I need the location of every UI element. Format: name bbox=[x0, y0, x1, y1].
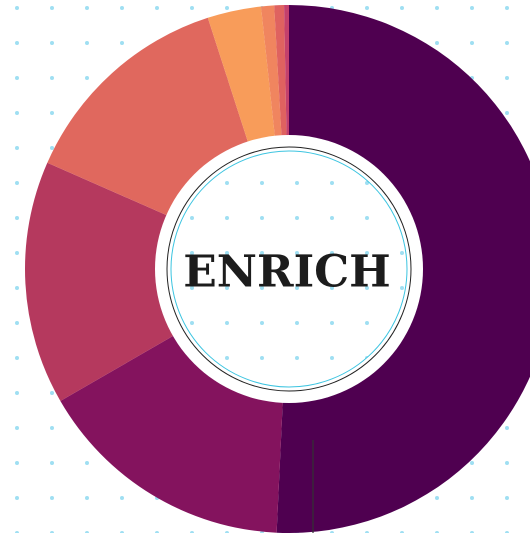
slice bbox=[260, 5, 282, 138]
slice bbox=[207, 6, 275, 144]
slice bbox=[47, 17, 249, 216]
slice bbox=[274, 5, 287, 138]
slices bbox=[24, 5, 530, 533]
center-ring bbox=[166, 146, 412, 392]
slice bbox=[284, 5, 289, 138]
slice bbox=[24, 162, 175, 401]
center-dots bbox=[171, 151, 407, 387]
center-label: ENRICH bbox=[183, 247, 391, 298]
center-ring-inner bbox=[170, 150, 408, 388]
slice bbox=[60, 335, 283, 533]
slice bbox=[276, 5, 530, 533]
